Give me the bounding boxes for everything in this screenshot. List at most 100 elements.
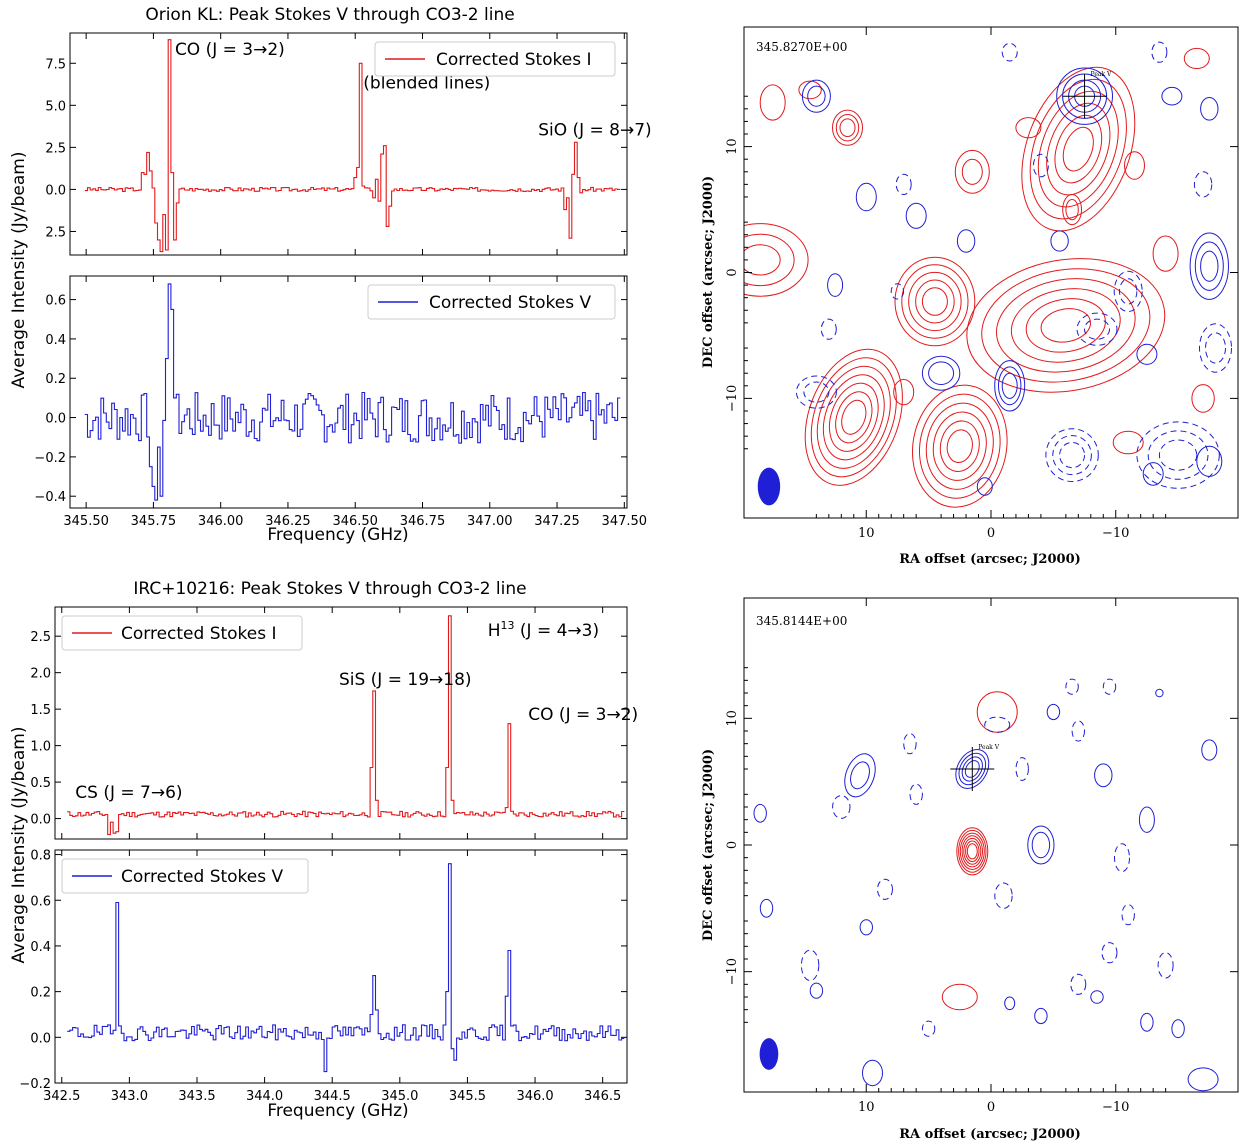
contour	[921, 355, 961, 391]
contour	[911, 384, 1008, 508]
x-tick-label: 346.25	[265, 514, 311, 529]
x-tick-label: 343.5	[178, 1089, 215, 1104]
negative-contour	[1101, 942, 1118, 964]
y-tick-label: 0.0	[45, 183, 66, 198]
contour	[956, 229, 976, 253]
contour	[859, 919, 873, 936]
contour	[850, 761, 870, 790]
contour	[832, 109, 863, 146]
contour	[1062, 194, 1082, 226]
orion-xlabel: Frequency (GHz)	[267, 525, 408, 545]
contour	[1027, 825, 1055, 865]
legend-label: Corrected Stokes V	[121, 867, 284, 887]
contour	[810, 357, 897, 478]
contour	[1152, 235, 1179, 272]
y-tick-label: 0.0	[30, 813, 51, 828]
y-tick-label: 5.0	[45, 99, 66, 114]
spectrum-line	[84, 39, 621, 253]
contour	[918, 393, 1001, 499]
y-tick-label: 2.5	[30, 630, 51, 645]
beam-ellipse	[759, 1038, 779, 1070]
contour	[1001, 372, 1018, 399]
contour	[1161, 86, 1183, 106]
y-tick-label: 0.8	[30, 849, 51, 864]
spectrum-line	[67, 863, 625, 1073]
negative-contour	[1136, 421, 1220, 489]
negative-contour	[1065, 678, 1079, 695]
contour	[1155, 688, 1164, 698]
contour	[921, 287, 948, 316]
contour	[828, 382, 879, 452]
contour	[1037, 90, 1119, 208]
line-annotation: SiO (J = 8→7)	[538, 121, 652, 141]
x-tick-label: 345.5	[449, 1089, 486, 1104]
negative-contour	[1084, 318, 1110, 340]
y-tick-label: 0.2	[45, 372, 66, 387]
negative-contour	[1199, 323, 1232, 373]
contour	[1187, 1067, 1219, 1092]
contour	[753, 803, 767, 823]
contour	[744, 223, 809, 297]
x-tick-label: 343.0	[111, 1089, 148, 1104]
negative-contour	[1076, 312, 1118, 346]
line-annotation: CS (J = 7→6)	[75, 783, 182, 803]
contour	[1034, 1007, 1048, 1025]
contour	[1021, 66, 1136, 232]
map-header: 345.8144E+00	[756, 614, 847, 628]
contour	[1201, 739, 1218, 761]
contour	[862, 1059, 883, 1087]
contour	[928, 361, 955, 386]
contour	[1031, 831, 1051, 859]
contour	[827, 273, 844, 297]
negative-contour	[1147, 430, 1209, 480]
contour	[855, 182, 877, 212]
x-tick-label: 345.75	[131, 514, 177, 529]
peak-marker-label: Peak V	[978, 744, 999, 751]
contour	[905, 202, 927, 229]
map-header: 345.8270E+00	[756, 40, 847, 54]
irc-title: IRC+10216: Peak Stokes V through CO3-2 l…	[133, 579, 526, 599]
contour	[1196, 445, 1223, 477]
contour	[841, 399, 867, 435]
negative-contour	[1059, 442, 1086, 469]
y-tick-label: −10	[725, 385, 740, 412]
y-tick-label: 0.4	[30, 940, 51, 955]
contour	[844, 753, 876, 798]
contour	[816, 365, 891, 469]
contour	[994, 360, 1026, 412]
line-annotation: (blended lines)	[363, 74, 490, 94]
negative-contour	[984, 716, 1011, 733]
y-tick-label: 0	[725, 841, 740, 849]
x-tick-label: 346.00	[198, 514, 244, 529]
contour	[964, 760, 980, 778]
y-tick-label: −10	[725, 958, 740, 985]
irc-stokes-v-legend: Corrected Stokes V	[61, 858, 309, 894]
y-tick-label: 7.5	[45, 57, 66, 72]
y-tick-label: 0	[725, 268, 740, 276]
x-tick-label: 347.50	[602, 514, 648, 529]
contour	[1112, 430, 1144, 455]
x-tick-label: 342.5	[43, 1089, 80, 1104]
x-tick-label: 344.5	[314, 1089, 351, 1104]
x-tick-label: −10	[1102, 526, 1129, 541]
contour	[894, 256, 976, 347]
irc-ylabel: Average Intensity (Jy/beam)	[9, 727, 29, 964]
contour	[963, 837, 982, 865]
contour	[1194, 241, 1224, 291]
contour	[961, 835, 983, 868]
y-tick-label: 1.5	[30, 703, 51, 718]
negative-contour	[1071, 720, 1086, 742]
irc-stokes-i-legend: Corrected Stokes I	[61, 615, 303, 651]
orion-title: Orion KL: Peak Stokes V through CO3-2 li…	[145, 5, 514, 25]
negative-contour	[1113, 270, 1143, 312]
irc-stokes-v-panel: −0.2 0.0 0.2 0.4 0.6 0.8 342.5 343.0 343.5 344.0 3…	[19, 849, 628, 1104]
contour	[744, 244, 781, 276]
x-tick-label: 344.0	[246, 1089, 283, 1104]
contour	[1065, 199, 1079, 221]
map-xlabel: RA offset (arcsec; J2000)	[899, 552, 1081, 567]
x-tick-label: 345.0	[381, 1089, 418, 1104]
contour	[807, 85, 826, 107]
contour	[893, 379, 915, 406]
negative-contour	[1193, 171, 1213, 198]
